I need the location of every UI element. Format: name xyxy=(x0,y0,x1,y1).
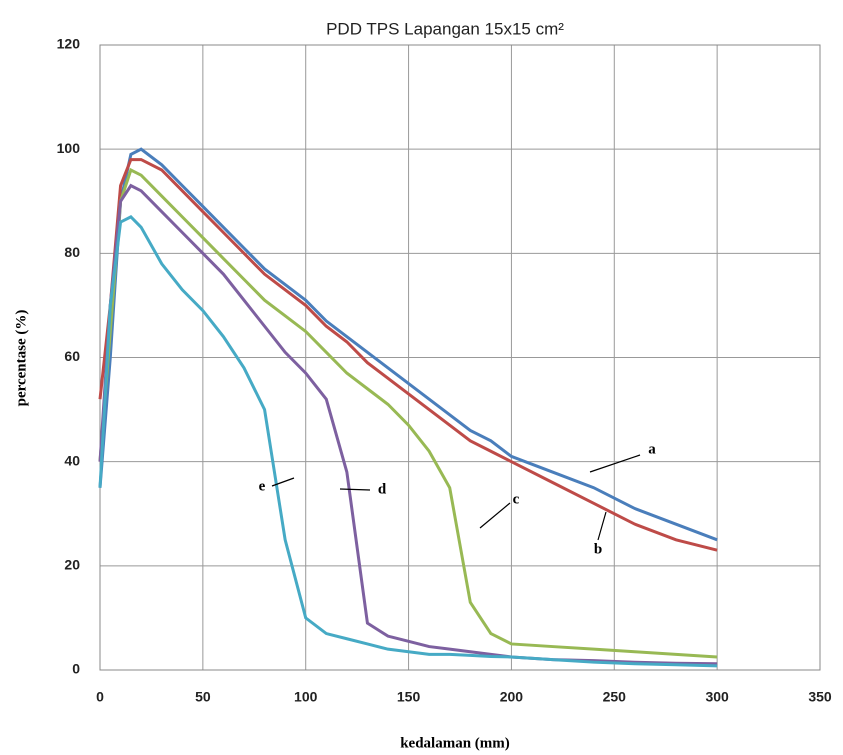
annotation-pointer xyxy=(597,511,607,541)
annotation-pointer xyxy=(339,488,371,491)
annotation-pointer xyxy=(589,454,641,473)
y-tick-label: 80 xyxy=(64,244,80,260)
x-tick-label: 250 xyxy=(603,689,627,705)
y-tick-label: 120 xyxy=(57,36,81,52)
series-line xyxy=(98,147,718,542)
series-label: c xyxy=(513,491,520,507)
x-tick-label: 300 xyxy=(705,689,729,705)
series-label: e xyxy=(259,478,266,494)
y-tick-label: 20 xyxy=(64,557,80,573)
series-line xyxy=(98,158,718,552)
chart-title: PDD TPS Lapangan 15x15 cm² xyxy=(326,19,564,38)
series-label: a xyxy=(648,441,656,457)
series-label: b xyxy=(594,541,602,557)
x-tick-label: 200 xyxy=(500,689,524,705)
y-tick-label: 0 xyxy=(72,661,80,677)
series-label: d xyxy=(378,481,387,497)
x-tick-label: 150 xyxy=(397,689,421,705)
annotation-pointer xyxy=(479,502,511,529)
x-tick-label: 50 xyxy=(195,689,211,705)
x-tick-label: 100 xyxy=(294,689,318,705)
plot-frame xyxy=(99,44,821,671)
y-tick-label: 40 xyxy=(64,452,80,468)
y-tick-label: 100 xyxy=(57,140,81,156)
x-axis-label: kedalaman (mm) xyxy=(400,735,510,751)
x-tick-label: 350 xyxy=(808,689,832,705)
series-line xyxy=(98,167,718,659)
y-tick-label: 60 xyxy=(64,348,80,364)
y-axis-label: percentase (%) xyxy=(13,310,29,407)
series-line xyxy=(98,215,718,668)
x-tick-label: 0 xyxy=(96,689,104,705)
annotation-pointer xyxy=(271,477,295,487)
